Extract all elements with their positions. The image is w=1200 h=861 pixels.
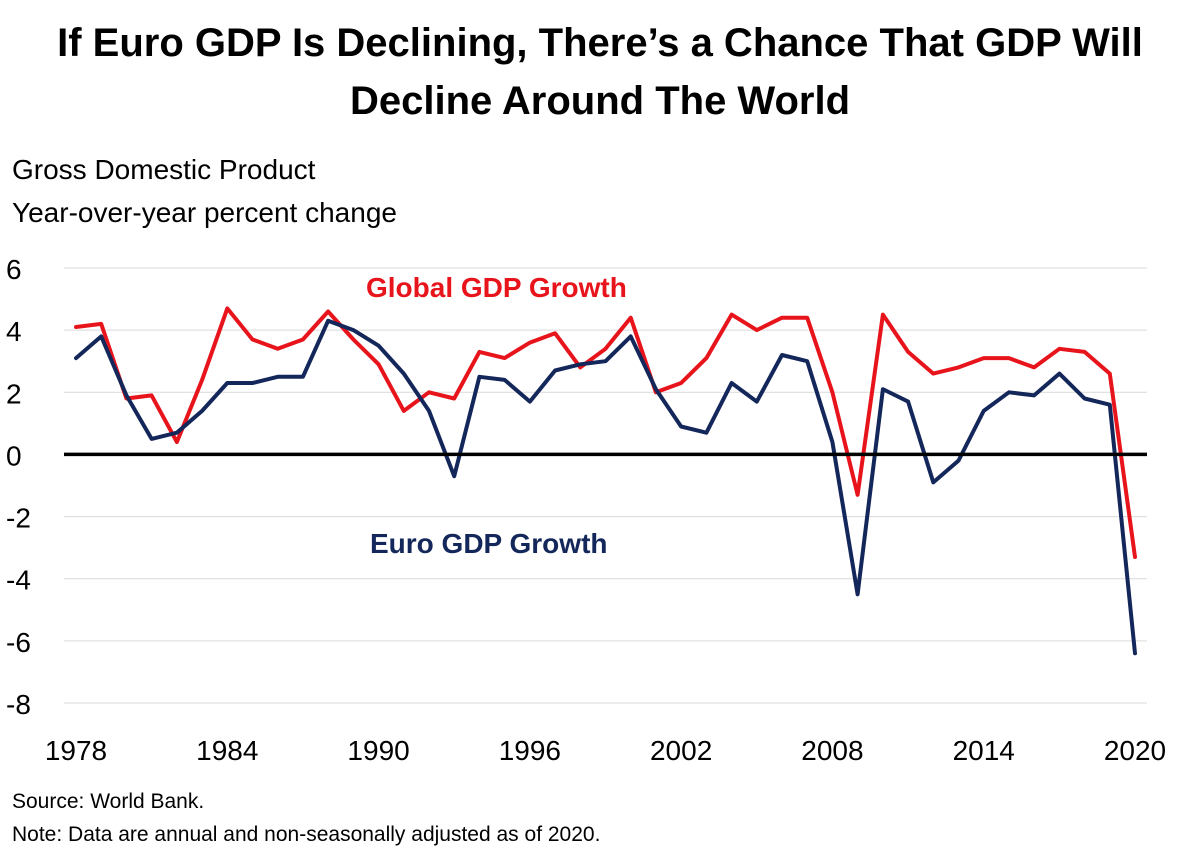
euro-gdp-series-line <box>74 318 1137 656</box>
y-tick-label: 6 <box>6 254 22 285</box>
x-tick-label: 2020 <box>1104 735 1166 766</box>
y-tick-label: -2 <box>6 503 31 534</box>
chart-title: If Euro GDP Is Declining, There’s a Chan… <box>57 21 1143 123</box>
y-tick-label: -8 <box>6 689 31 720</box>
x-tick-label: 2008 <box>801 735 863 766</box>
x-tick-label: 1984 <box>196 735 258 766</box>
source-note: Source: World Bank. <box>12 790 205 813</box>
x-tick-label: 2002 <box>650 735 712 766</box>
y-tick-label: -6 <box>6 627 31 658</box>
chart-subtitle-measure: Gross Domestic Product <box>12 154 316 185</box>
global-gdp-label: Global GDP Growth <box>366 272 627 303</box>
chart-subtitle-unit: Year-over-year percent change <box>12 197 397 228</box>
data-note: Note: Data are annual and non-seasonally… <box>12 823 601 846</box>
y-tick-label: 2 <box>6 378 22 409</box>
x-tick-label: 2014 <box>953 735 1015 766</box>
x-tick-label: 1990 <box>347 735 409 766</box>
x-tick-label: 1996 <box>499 735 561 766</box>
euro-gdp-label: Euro GDP Growth <box>370 528 608 559</box>
y-tick-label: -4 <box>6 565 31 596</box>
x-tick-label: 1978 <box>45 735 107 766</box>
y-tick-label: 4 <box>6 316 22 347</box>
y-tick-label: 0 <box>6 440 22 471</box>
global-gdp-series-line <box>74 306 1137 559</box>
